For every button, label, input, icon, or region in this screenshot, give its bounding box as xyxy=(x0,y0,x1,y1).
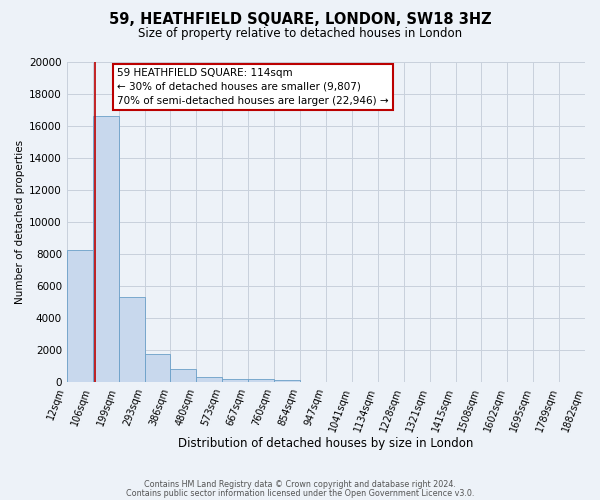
Text: Contains HM Land Registry data © Crown copyright and database right 2024.: Contains HM Land Registry data © Crown c… xyxy=(144,480,456,489)
Text: Size of property relative to detached houses in London: Size of property relative to detached ho… xyxy=(138,28,462,40)
X-axis label: Distribution of detached houses by size in London: Distribution of detached houses by size … xyxy=(178,437,473,450)
Bar xyxy=(119,297,145,382)
Bar xyxy=(93,116,119,382)
Bar xyxy=(170,369,196,382)
Y-axis label: Number of detached properties: Number of detached properties xyxy=(15,140,25,304)
Bar xyxy=(67,250,93,382)
Text: 59 HEATHFIELD SQUARE: 114sqm
← 30% of detached houses are smaller (9,807)
70% of: 59 HEATHFIELD SQUARE: 114sqm ← 30% of de… xyxy=(118,68,389,106)
Bar xyxy=(196,377,222,382)
Text: 59, HEATHFIELD SQUARE, LONDON, SW18 3HZ: 59, HEATHFIELD SQUARE, LONDON, SW18 3HZ xyxy=(109,12,491,28)
Text: Contains public sector information licensed under the Open Government Licence v3: Contains public sector information licen… xyxy=(126,489,474,498)
Bar xyxy=(222,378,248,382)
Bar xyxy=(274,380,300,382)
Bar xyxy=(248,380,274,382)
Bar xyxy=(145,354,170,382)
